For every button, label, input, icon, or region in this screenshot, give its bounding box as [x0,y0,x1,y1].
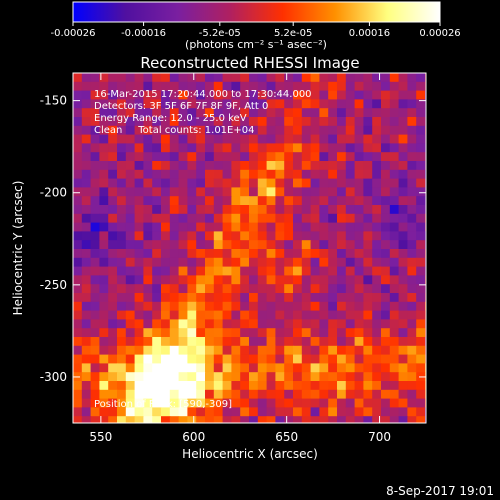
annotation-peak-position: Position of Peak: [590,-309] [94,399,232,410]
chart-title: Reconstructed RHESSI Image [140,54,359,72]
y-axis-ticks: -300 -250 -200 -150 [40,94,426,384]
colorbar-tick-label: 0.00016 [349,28,390,39]
y-axis-label: Heliocentric Y (arcsec) [11,181,25,316]
colorbar-tick-label: -5.2e-05 [199,28,241,39]
colorbar [72,1,441,23]
x-tick-label: 650 [275,430,298,444]
footer-date: 8-Sep-2017 19:01 [386,484,494,498]
annotation-block: 16-Mar-2015 17:20:44.000 to 17:30:44.000… [94,89,312,410]
x-axis-label: Heliocentric X (arcsec) [182,447,318,461]
annotation-energy-range: Energy Range: 12.0 - 25.0 keV [94,113,247,124]
y-tick-label: -150 [40,94,67,108]
annotation-clean-counts: Clean Total counts: 1.01E+04 [94,125,254,136]
y-tick-label: -200 [40,186,67,200]
annotation-detectors: Detectors: 3F 5F 6F 7F 8F 9F, Att 0 [94,101,268,112]
plot-frame [72,72,427,424]
annotation-time-range: 16-Mar-2015 17:20:44.000 to 17:30:44.000 [94,89,312,100]
colorbar-ticks: -0.00026 -0.00016 -5.2e-05 5.2e-05 0.00016 0.… [51,22,461,39]
x-tick-label: 600 [182,430,205,444]
y-tick-label: -250 [40,278,67,292]
x-axis-ticks: 550 600 650 700 [89,73,391,444]
x-tick-label: 550 [89,430,112,444]
colorbar-tick-label: 0.00026 [419,28,460,39]
y-tick-label: -300 [40,370,67,384]
x-tick-label: 700 [368,430,391,444]
colorbar-tick-label: -0.00026 [51,28,96,39]
colorbar-unit-label: (photons cm⁻² s⁻¹ asec⁻²) [185,38,327,51]
colorbar-tick-label: -0.00016 [121,28,166,39]
colorbar-tick-label: 5.2e-05 [274,28,312,39]
